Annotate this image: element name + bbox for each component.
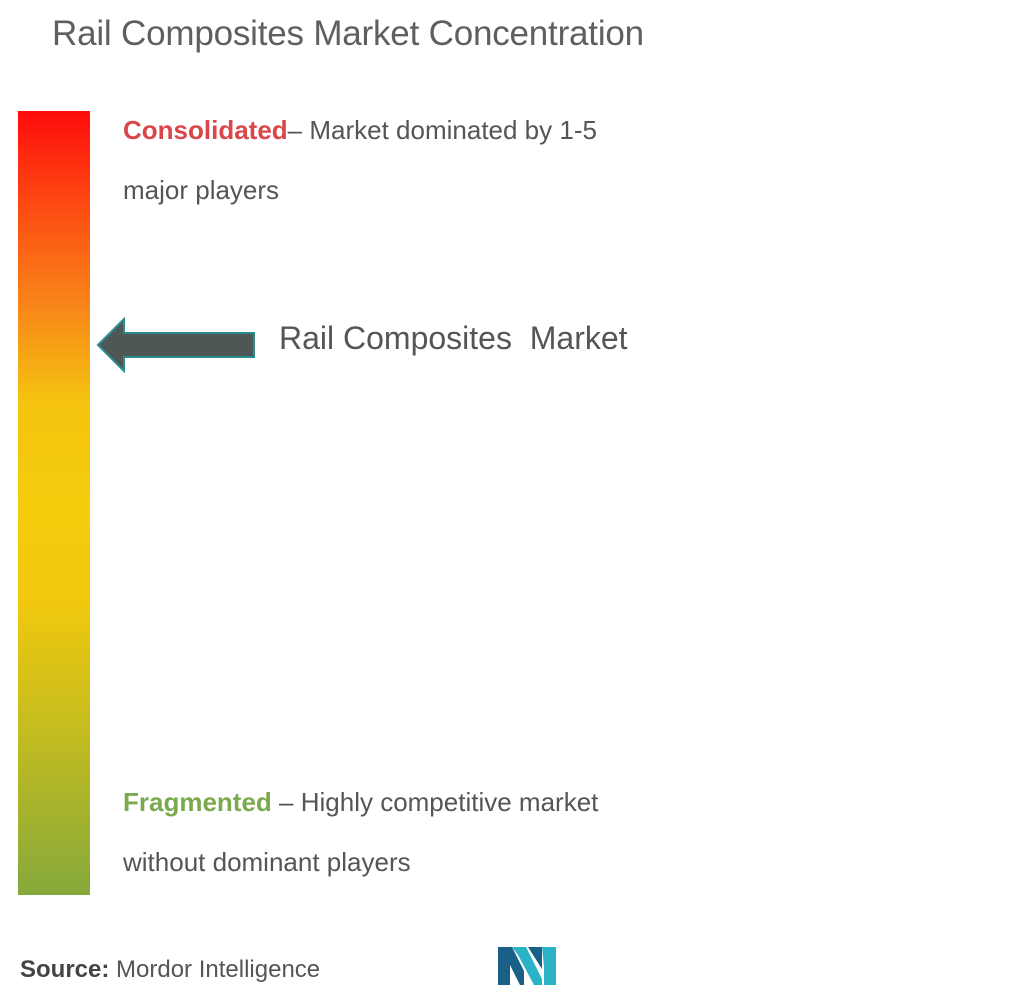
source-label: Source: <box>20 956 110 983</box>
fragmented-label: Fragmented <box>123 787 272 817</box>
consolidated-text-line2: major players <box>123 175 280 205</box>
source-credit: Source: Mordor Intelligence <box>20 956 320 984</box>
consolidated-text: – Market dominated by 1-5 <box>287 115 597 145</box>
source-value: Mordor Intelligence <box>109 956 321 983</box>
market-marker-label: Rail Composites Market <box>279 320 628 356</box>
fragmented-text: – Highly competitive market <box>271 787 599 817</box>
concentration-scale-bar <box>18 111 90 895</box>
left-arrow-icon <box>96 317 255 373</box>
consolidated-description: Consolidated– Market dominated by 1-5 ma… <box>123 100 597 220</box>
consolidated-label: Consolidated <box>123 115 288 145</box>
page-title: Rail Composites Market Concentration <box>52 14 644 53</box>
mordor-intelligence-logo <box>498 947 556 985</box>
fragmented-text-line2: without dominant players <box>123 847 411 877</box>
fragmented-description: Fragmented – Highly competitive market w… <box>123 772 598 892</box>
